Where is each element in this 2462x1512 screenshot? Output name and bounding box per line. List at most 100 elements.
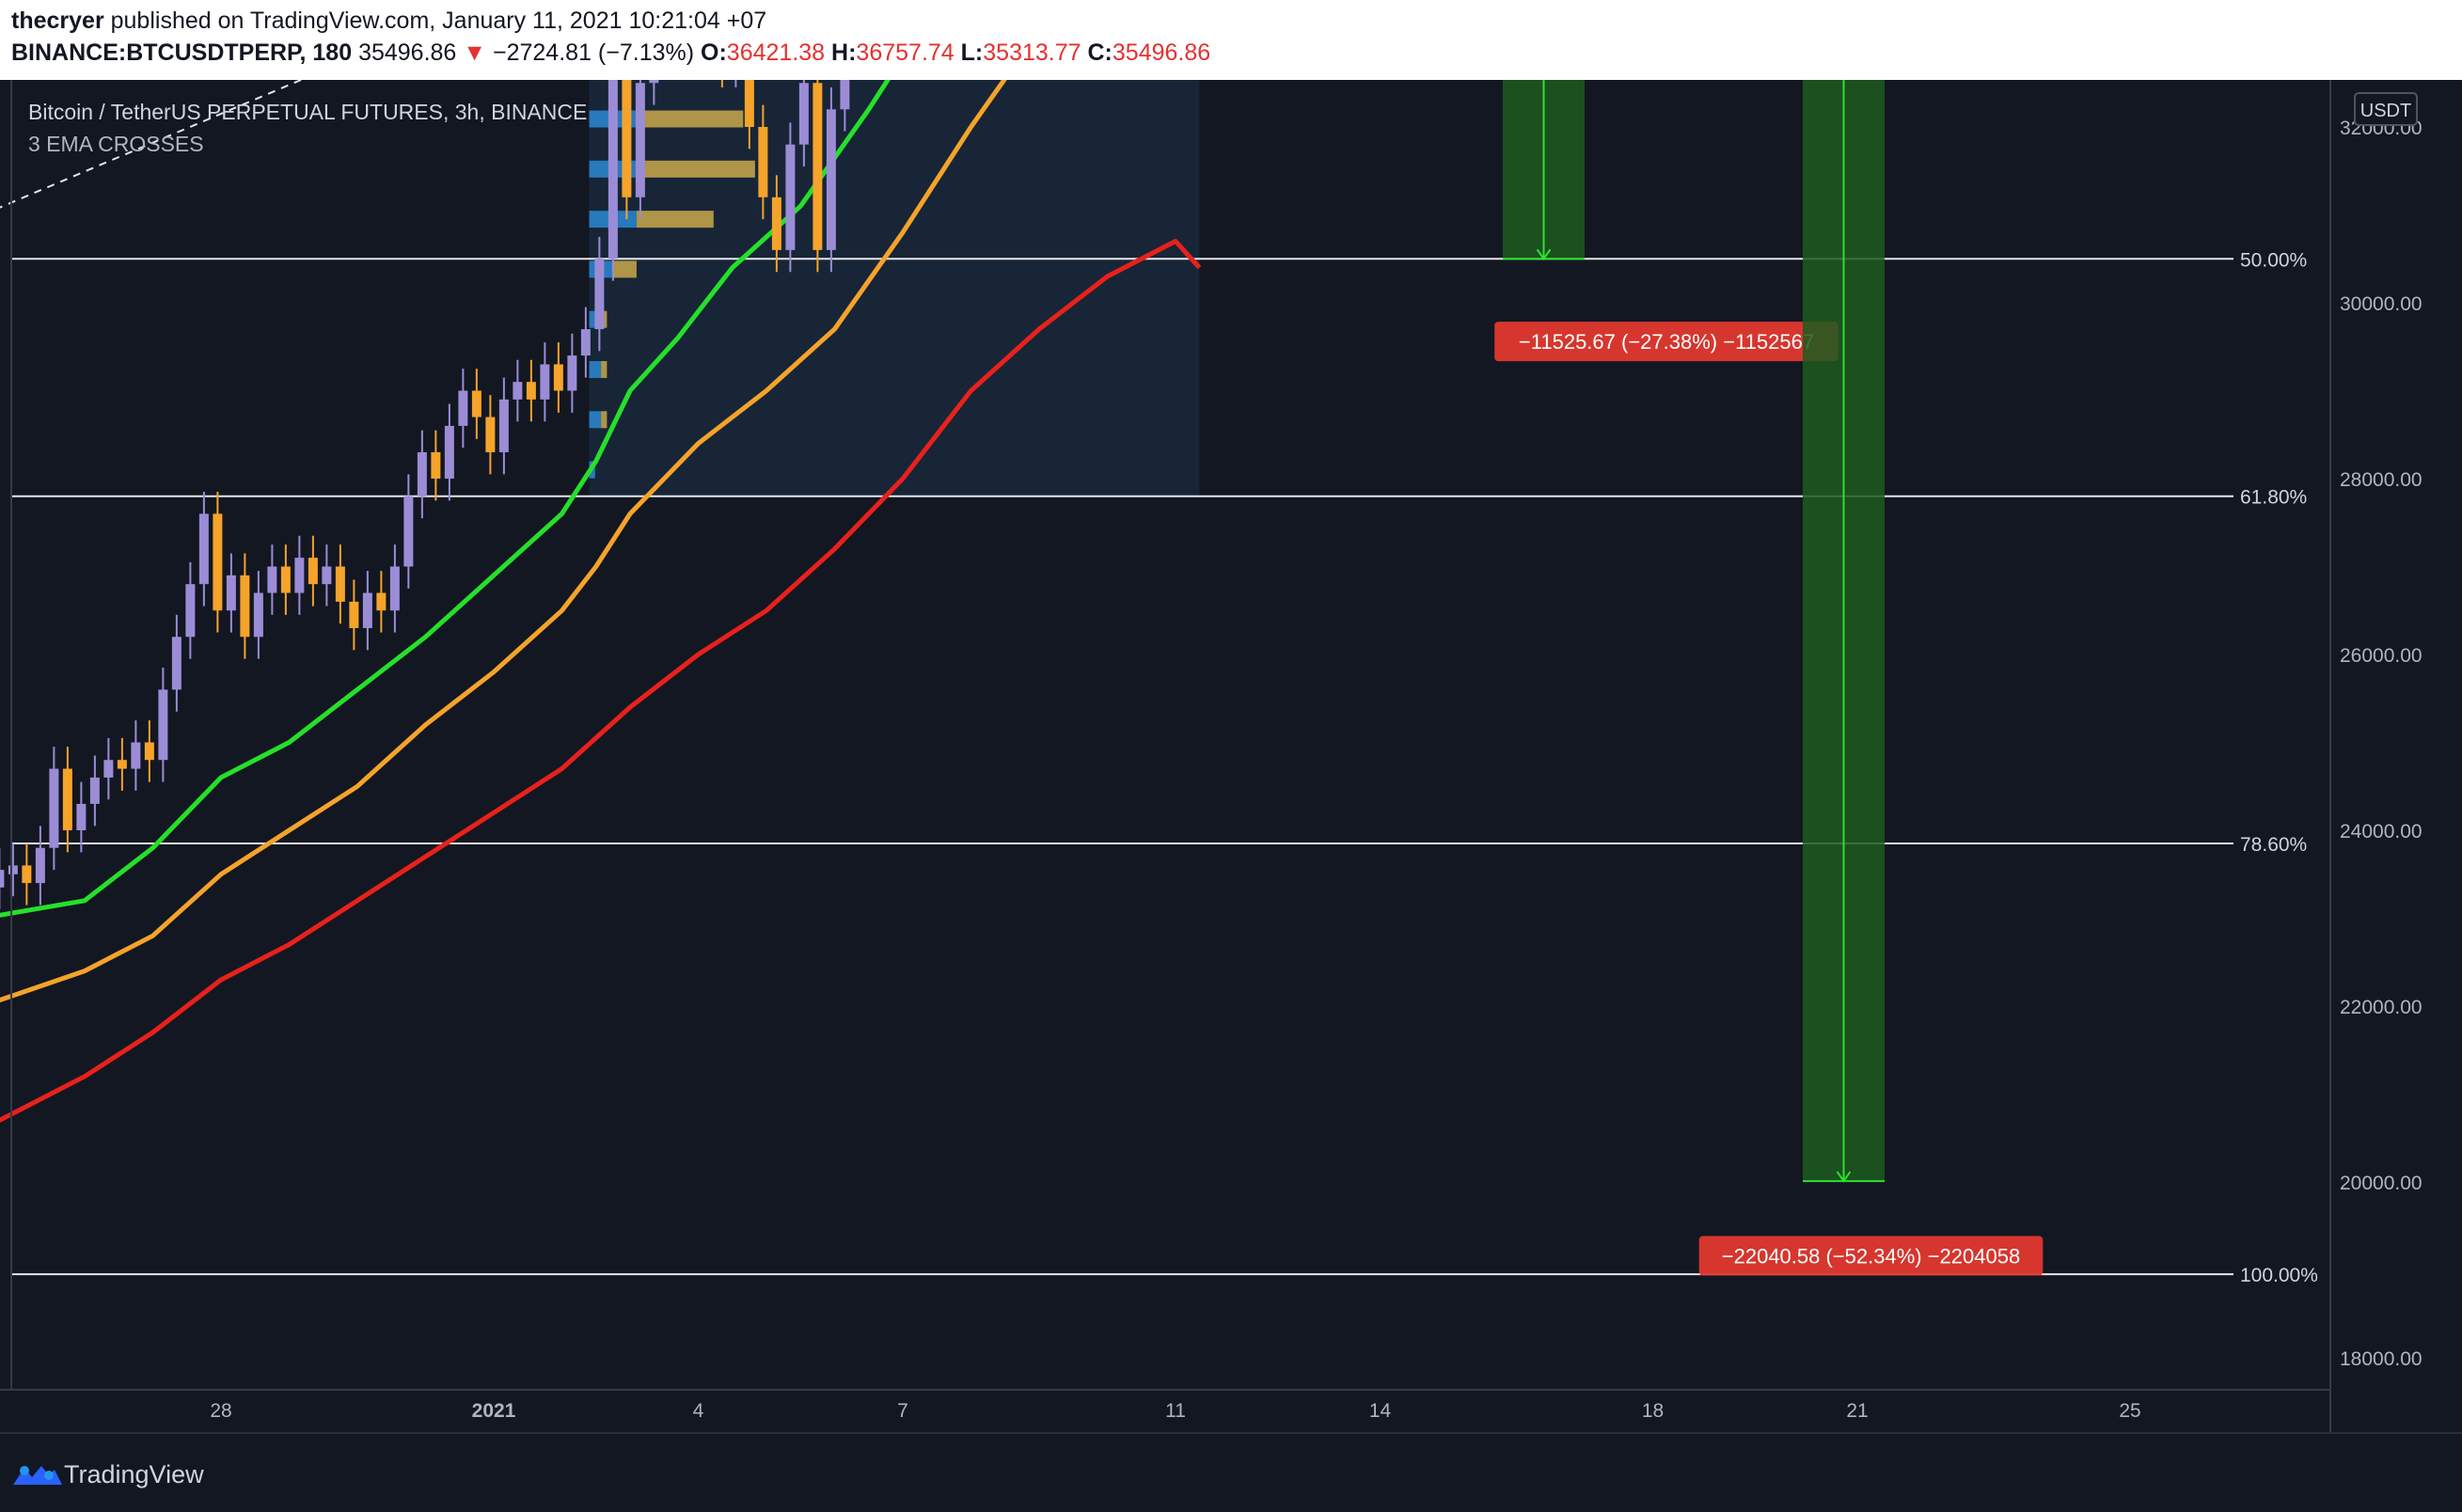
candle-body [22,865,32,884]
time-tick-label: 25 [2119,1400,2140,1422]
candle-body [158,689,168,761]
candle-body [744,80,754,127]
price-tick-label: 28000.00 [2340,469,2423,491]
candle-body [35,847,45,884]
candle-body [826,109,836,250]
close-value: 35496.86 [1112,39,1211,66]
candle-body [567,355,577,391]
candle-body [649,80,659,84]
currency-badge-text: USDT [2360,101,2411,121]
candle-body [540,364,550,400]
chart-area[interactable]: 0.00%23.60%38.20%50.00%61.80%78.60%100.0… [0,80,2462,1432]
candle-body [608,80,618,260]
candle-body [226,575,236,611]
fib-level-label: 100.00% [2240,1265,2318,1286]
volume-profile-down-bar [636,160,755,178]
last-price-text: 35496.86 [358,39,457,66]
projections[interactable]: −4502.35 (−10.70%) −450235−7362.84 (−17.… [1257,80,2044,1276]
footer: TradingView [0,1432,2462,1512]
volume-profile-down-bar [636,110,744,128]
candle-body [89,777,100,804]
symbol-name[interactable]: BINANCE:BTCUSDTPERP, 180 [11,39,353,66]
time-tick-label: 2021 [472,1400,516,1422]
time-tick-label: 7 [897,1400,908,1422]
candle-body [471,390,481,417]
candle-body [431,451,441,479]
published-text: published on TradingView.com, January 11… [110,8,767,34]
legend-indicator[interactable]: 3 EMA CROSSES [28,132,204,156]
projection-label-box [1494,322,1839,362]
ema-lines [0,80,1202,1124]
candle-body [103,760,114,778]
close-label: C: [1087,39,1113,66]
tradingview-logo-icon[interactable] [11,1462,64,1487]
candle-body [308,558,318,585]
candle-body [213,513,223,611]
time-tick-label: 21 [1846,1400,1868,1422]
candle-body [635,83,645,197]
volume-profile-down-bar [636,211,714,228]
open-label: O: [701,39,727,66]
projection-arrow-head [1836,1171,1852,1183]
projection-label: −22040.58 (−52.34%) −2204058 [1722,1245,2020,1268]
candle-body [785,144,796,250]
candle-body [362,592,372,628]
candle-body [0,870,5,888]
volume-profile-down-bar [612,260,637,278]
candle-body [758,127,768,197]
symbol-line: BINANCE:BTCUSDTPERP, 180 35496.86 ▼ −272… [11,39,1210,67]
high-value: 36757.74 [856,39,955,66]
candle-body [389,566,400,611]
candle-body [417,451,427,496]
low-value: 35313.77 [983,39,1081,66]
change-text: −2724.81 (−7.13%) [493,39,695,66]
candle-body [198,513,209,585]
candle-body [76,803,87,830]
price-chart[interactable]: 0.00%23.60%38.20%50.00%61.80%78.60%100.0… [0,80,2462,1432]
author-name[interactable]: thecryer [11,8,104,34]
chart-header: thecryer published on TradingView.com, J… [0,0,2462,80]
candle-body [813,83,823,250]
candle-body [185,584,196,638]
candle-body [376,592,387,611]
volume-profile-area [589,80,1200,496]
candle-body [485,417,496,452]
low-label: L: [960,39,984,66]
tradingview-brand[interactable]: TradingView [64,1460,204,1488]
change-arrow-icon: ▼ [463,39,487,66]
legend-title: Bitcoin / TetherUS PERPETUAL FUTURES, 3h… [28,100,587,124]
price-tick-label: 30000.00 [2340,293,2423,315]
candle-body [526,382,536,400]
candle-body [335,566,345,602]
candle-body [144,742,154,761]
candle-body [294,558,305,593]
candle-body [267,566,277,593]
time-tick-label: 14 [1369,1400,1392,1422]
ema-mid-line [0,80,1007,1003]
candle-body [280,566,291,593]
price-tick-label: 20000.00 [2340,1173,2423,1194]
candle-body [8,865,18,874]
fib-level-label: 61.80% [2240,487,2307,509]
publication-line: thecryer published on TradingView.com, J… [11,8,766,35]
fib-level-label: 50.00% [2240,249,2307,271]
candle-body [771,197,781,250]
price-tick-label: 18000.00 [2340,1348,2423,1370]
volume-profile [589,80,1200,496]
price-tick-label: 24000.00 [2340,821,2423,843]
currency-badge[interactable]: USDT [2354,92,2418,126]
ema-fast-line [0,80,892,918]
candle-body [171,637,181,690]
time-tick-label: 18 [1642,1400,1664,1422]
time-tick-label: 4 [693,1400,704,1422]
volume-profile-down-bar [601,360,608,378]
candle-body [131,742,141,769]
candle-body [798,83,809,145]
candle-body [622,80,632,197]
candle-body [553,364,563,391]
axes: 18000.00 20000.00 22000.00 24000.00 26000.00… [0,80,2423,1432]
candle-body [594,259,605,330]
high-label: H: [831,39,857,66]
chart-legend: Bitcoin / TetherUS PERPETUAL FUTURES, 3h… [28,100,587,156]
price-tick-label: 22000.00 [2340,997,2423,1018]
